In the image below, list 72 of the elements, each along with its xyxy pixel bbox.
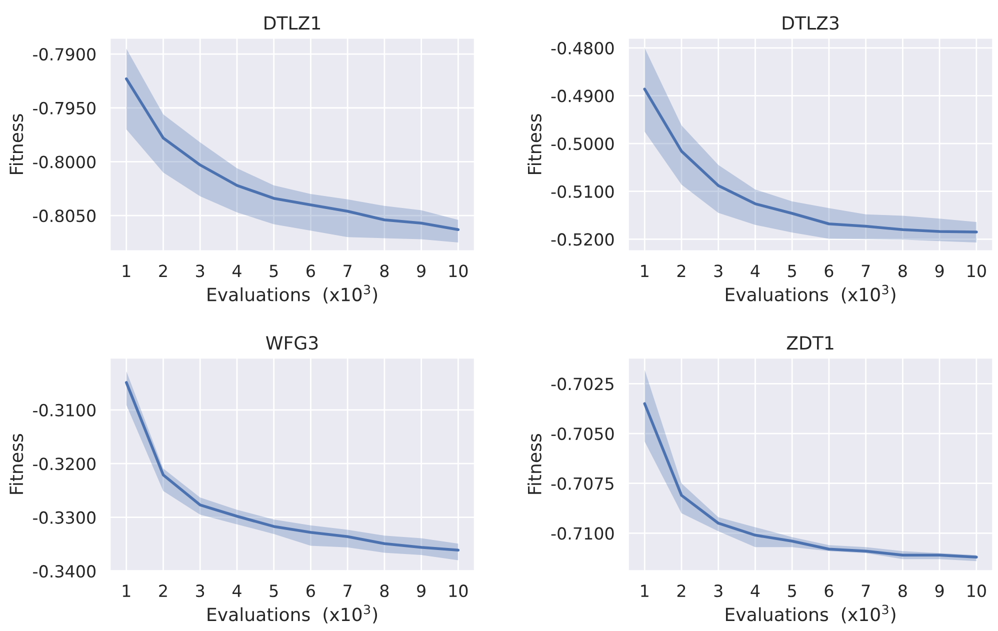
y-tick-label: -0.3100 — [33, 404, 96, 416]
x-tick-label: 7 — [344, 264, 352, 277]
x-tick-label: 4 — [750, 584, 760, 597]
x-tick-label: 5 — [270, 264, 278, 278]
line-series — [643, 402, 978, 558]
y-axis-title: Fitness — [527, 114, 542, 174]
x-tick-label: 2 — [159, 584, 167, 597]
x-tick-label: 10 — [449, 264, 468, 278]
x-axis-title: Evaluations (x10$^{3}$) — [208, 604, 378, 624]
y-tick-label: -0.7050 — [551, 427, 614, 440]
x-axis-title: Evaluations (x10$^{3}$) — [726, 604, 896, 624]
chart-title: DTLZ1 — [264, 16, 320, 30]
y-tick-label: -0.7900 — [33, 48, 96, 61]
x-tick-label: 4 — [750, 264, 760, 277]
x-tick-label: 7 — [862, 584, 870, 597]
x-tick-label: 4 — [232, 264, 242, 277]
line-series — [643, 88, 978, 234]
y-tick-label: -0.8050 — [33, 210, 96, 222]
x-tick-label: 4 — [232, 584, 242, 597]
x-tick-label: 1 — [641, 264, 648, 277]
x-tick-label: 7 — [344, 584, 352, 597]
x-tick-label: 5 — [788, 264, 796, 278]
x-tick-label: 6 — [306, 584, 315, 598]
y-axis-title: Fitness — [527, 434, 542, 494]
x-tick-label: 10 — [449, 584, 468, 598]
y-axis-title: Fitness — [9, 114, 24, 174]
chart-title: DTLZ3 — [782, 16, 838, 30]
y-tick-label: -0.3400 — [33, 565, 96, 578]
y-tick-label: -0.3200 — [33, 458, 96, 470]
y-tick-label: -0.4900 — [551, 90, 614, 102]
x-tick-label: 6 — [306, 264, 315, 278]
y-tick-label: -0.7100 — [551, 527, 614, 540]
x-tick-label: 2 — [677, 584, 686, 597]
y-tick-label: -0.5000 — [551, 138, 614, 150]
x-tick-label: 10 — [968, 584, 986, 598]
y-tick-label: -0.5200 — [551, 233, 614, 246]
x-tick-label: 5 — [270, 584, 278, 598]
y-tick-label: -0.3300 — [33, 511, 96, 524]
x-tick-label: 8 — [380, 264, 389, 278]
y-tick-label: -0.5100 — [551, 185, 614, 198]
x-tick-label: 8 — [898, 264, 907, 278]
x-axis-title: Evaluations (x10$^{3}$) — [208, 284, 378, 304]
x-tick-label: 9 — [935, 584, 944, 598]
x-tick-label: 8 — [380, 584, 389, 598]
x-tick-label: 3 — [196, 264, 204, 278]
x-tick-label: 6 — [824, 584, 834, 598]
x-tick-label: 9 — [417, 264, 426, 278]
x-tick-label: 1 — [122, 264, 130, 277]
x-tick-label: 2 — [677, 264, 686, 277]
chart-title: ZDT1 — [786, 336, 834, 350]
x-tick-label: 3 — [714, 584, 722, 598]
x-tick-label: 2 — [159, 264, 167, 277]
x-tick-label: 5 — [788, 584, 796, 598]
x-tick-label: 9 — [935, 264, 944, 278]
y-axis-title: Fitness — [9, 434, 24, 494]
x-tick-label: 6 — [824, 264, 834, 278]
x-tick-label: 10 — [968, 264, 986, 278]
x-tick-label: 1 — [122, 584, 130, 597]
x-tick-label: 3 — [714, 264, 722, 278]
y-tick-label: -0.7075 — [551, 477, 614, 490]
chart-title: WFG3 — [266, 336, 318, 350]
x-tick-label: 3 — [196, 584, 204, 598]
line-series — [124, 77, 460, 231]
x-tick-label: 1 — [641, 584, 648, 597]
x-tick-label: 9 — [417, 584, 426, 598]
y-tick-label: -0.8000 — [33, 156, 96, 168]
x-tick-label: 7 — [862, 264, 870, 277]
y-tick-label: -0.7025 — [551, 378, 614, 390]
x-axis-title: Evaluations (x10$^{3}$) — [726, 284, 896, 304]
x-tick-label: 8 — [898, 584, 907, 598]
y-tick-label: -0.4800 — [551, 42, 614, 54]
y-tick-label: -0.7950 — [33, 102, 96, 114]
